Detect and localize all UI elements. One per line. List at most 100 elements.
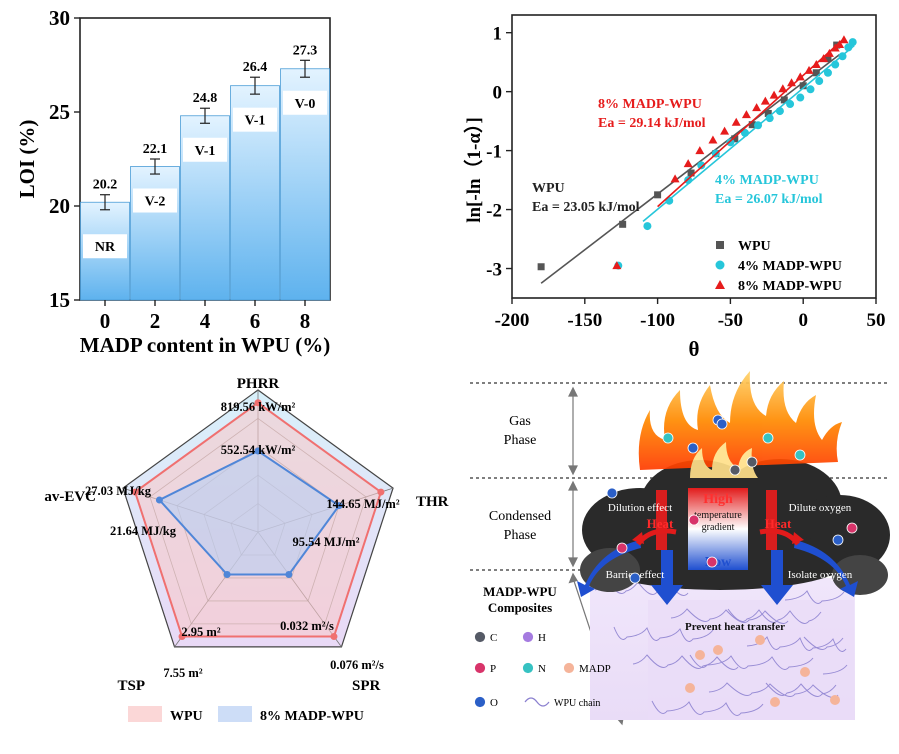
bar-ytick-label: 30 (49, 6, 70, 30)
gas-particle (629, 572, 641, 584)
madp8-point (811, 60, 821, 69)
zone-label-condensed: Condensed Phase (489, 509, 551, 543)
madp8-point (839, 35, 849, 44)
radar-wpu-value: 27.03 MJ/kg (85, 484, 152, 498)
radar-legend-label: 8% MADP-WPU (260, 709, 364, 724)
heat-column-left (656, 490, 667, 550)
gas-particle (687, 442, 699, 454)
radar-wpu-value: 144.65 MJ/m² (326, 497, 399, 511)
legend-marker (716, 241, 724, 249)
schem-legend-label: C (490, 632, 497, 644)
kin-xtick-label: -200 (495, 310, 530, 331)
heat-curve-left-head (632, 532, 644, 544)
radar-legend-swatch (128, 706, 162, 722)
wpu-point (764, 109, 772, 117)
bar-xtick-label: 0 (100, 309, 111, 333)
madp8-point (830, 43, 840, 52)
radar-axis-label: av-EVC (44, 489, 96, 505)
radar-vertex (131, 488, 139, 496)
gas-particle (794, 449, 806, 461)
madp8-point (824, 48, 834, 57)
ea-value-label: Ea = 29.14 kJ/mol (598, 116, 706, 131)
legend-label: 8% MADP-WPU (738, 279, 842, 294)
bar-ytick-label: 15 (49, 288, 70, 312)
wpu-chain (765, 682, 837, 697)
radar-vertex (254, 399, 262, 407)
madp4-point (815, 77, 824, 86)
madp-particle (695, 650, 705, 660)
wpu-point (748, 121, 756, 129)
gas-particle (606, 487, 618, 499)
gas-particle (688, 514, 700, 526)
radar-chart: PHRR THR SPR TSP av-EVC 819.56 kW/m² 144.65 MJ… (44, 376, 448, 724)
madp8-point (612, 261, 622, 270)
rating-box (183, 137, 227, 162)
loi-bar (130, 166, 180, 301)
wpu-chain (708, 682, 839, 698)
legend-atom-symbol (474, 631, 486, 643)
gas-particle (832, 534, 844, 546)
zone-label-gas: Gas Phase (504, 414, 537, 448)
radar-axis-label: TSP (117, 678, 145, 694)
madp8-point (695, 146, 705, 155)
legend-atom-symbol (563, 662, 575, 674)
ul94-rating-label: V-2 (145, 195, 166, 210)
legend-marker (715, 280, 725, 289)
bar-xtick-label: 8 (300, 309, 311, 333)
radar-axis-label: SPR (352, 678, 381, 694)
barrier-arrow-left (577, 540, 641, 597)
temperature-gradient-bar (688, 488, 748, 570)
madp8-point (769, 90, 779, 99)
madp4-point (754, 121, 763, 130)
gas-phase-particles (606, 414, 858, 584)
ea-value-label: Ea = 26.07 kJ/mol (715, 192, 823, 207)
madp4-point (838, 52, 847, 61)
gas-particle (706, 556, 718, 568)
legend-label: 4% MADP-WPU (738, 259, 842, 274)
radar-axis-label: THR (416, 494, 449, 510)
madp8-point (741, 110, 751, 119)
madp-particle (800, 667, 810, 677)
wpu-chains (594, 580, 848, 716)
rating-box (283, 90, 327, 115)
bar-ytick-label: 25 (49, 100, 70, 124)
bar-value-label: 26.4 (243, 60, 268, 75)
wpu-chain (803, 636, 844, 650)
zone-label-composites: MADP-WPU Composites (483, 584, 557, 615)
ul94-rating-label: V-1 (245, 114, 266, 129)
wpu-chain (822, 664, 848, 675)
isolate-oxygen-label: Isolate oxygen (788, 569, 853, 581)
gas-particle (616, 542, 628, 554)
legend-atom-symbol (474, 696, 486, 708)
kin-ylabel: ln[-ln（1-α）] (462, 117, 485, 223)
gas-particle (662, 432, 674, 444)
legend-atom-symbol (474, 662, 486, 674)
legend-marker (715, 260, 725, 270)
kin-xtick-label: 50 (867, 310, 886, 331)
kin-ytick-label: 1 (493, 24, 503, 45)
schem-legend-label: P (490, 663, 496, 675)
radar-vertex (330, 633, 338, 641)
kin-ytick-label: -2 (486, 201, 502, 222)
heat-right-label: Heat (765, 516, 792, 531)
bar-value-label: 27.3 (293, 43, 318, 58)
ea-series-label: 8% MADP-WPU (598, 97, 702, 112)
schem-legend-label: H (538, 632, 546, 644)
ul94-rating-label: V-1 (195, 144, 216, 159)
radar-axis-label: PHRR (237, 376, 280, 392)
gradient-label: temperature gradient (694, 510, 742, 533)
radar-vertex (223, 571, 231, 579)
kin-ytick-label: -1 (486, 142, 502, 163)
legend-label: WPU (738, 239, 771, 254)
bar-value-label: 22.1 (143, 142, 168, 157)
barrier-arrow-right (794, 540, 858, 597)
wpu-point (654, 191, 662, 199)
madp4-point (786, 100, 795, 109)
schem-legend-label: MADP (579, 663, 611, 675)
ea-value-label: Ea = 23.05 kJ/mol (532, 200, 640, 215)
flames (638, 371, 842, 478)
rating-box (133, 188, 177, 213)
bar-xtick-label: 6 (250, 309, 261, 333)
heat-column-right (766, 490, 777, 550)
radar-wpu-value: 819.56 kW/m² (221, 400, 296, 414)
